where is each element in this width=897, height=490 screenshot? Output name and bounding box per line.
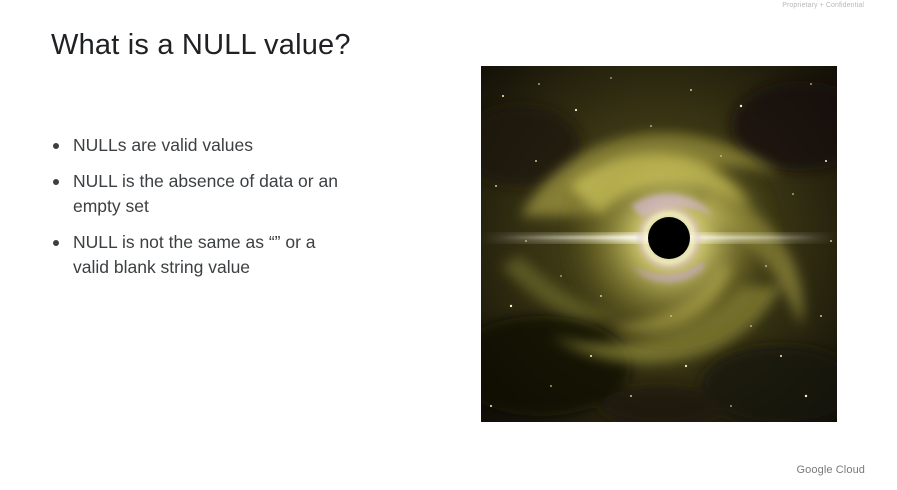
confidential-label: Proprietary + Confidential bbox=[782, 2, 864, 9]
bullet-text: NULL is not the same as “” or a valid bl… bbox=[73, 232, 316, 277]
bullet-dot-icon bbox=[53, 143, 59, 149]
bullet-item: NULL is the absence of data or an empty … bbox=[51, 169, 351, 219]
black-hole-illustration bbox=[481, 66, 837, 422]
bullet-dot-icon bbox=[53, 179, 59, 185]
bullet-dot-icon bbox=[53, 240, 59, 246]
slide-title: What is a NULL value? bbox=[51, 29, 351, 61]
bullet-text: NULL is the absence of data or an empty … bbox=[73, 171, 338, 216]
google-cloud-logo: Google Cloud bbox=[796, 464, 865, 476]
bullet-item: NULLs are valid values bbox=[51, 133, 351, 158]
event-horizon-core bbox=[648, 217, 690, 259]
bullet-item: NULL is not the same as “” or a valid bl… bbox=[51, 230, 351, 280]
bullet-text: NULLs are valid values bbox=[73, 135, 253, 155]
black-hole-image bbox=[481, 66, 837, 422]
bullet-list: NULLs are valid values NULL is the absen… bbox=[51, 133, 351, 291]
